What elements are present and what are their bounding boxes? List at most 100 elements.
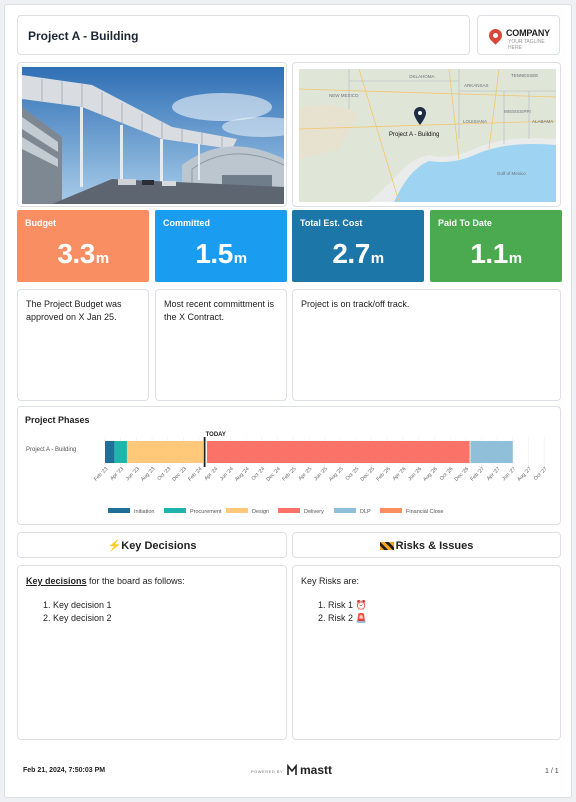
key-decisions-header: ⚡Key Decisions [17,532,287,558]
map-label-new-mexico: NEW MEXICO [329,93,359,98]
total-est-cost-kpi-tile: Total Est. Cost 2.7m [292,210,424,282]
axis-tick-label: Oct '23 [156,466,172,482]
page-number: 1 / 1 [545,768,559,775]
axis-tick-label: Feb '26 [375,466,391,482]
report-page: Project A - Building COMPANY YOUR TAGLIN… [4,4,572,798]
axis-tick-label: Feb '27 [469,466,485,482]
logo-pin-icon [486,26,505,45]
phase-bar-design[interactable] [126,441,204,463]
phase-bar-initiation[interactable] [105,441,115,463]
axis-tick-label: Jun '27 [501,466,517,482]
axis-tick-label: Feb '24 [187,466,203,482]
axis-tick-label: Aug '26 [422,466,439,483]
project-location-map[interactable]: OKLAHOMA ARKANSAS TENNESSEE NEW MEXICO M… [292,62,561,207]
paid-to-date-kpi-label: Paid To Date [438,218,492,228]
axis-tick-label: Aug '23 [140,466,157,483]
phase-bar-dlp[interactable] [470,441,513,463]
paid-to-date-kpi-tile: Paid To Date 1.1m [430,210,562,282]
map-label-tennessee: TENNESSEE [511,73,538,78]
axis-tick-label: Apr '25 [298,466,314,482]
risks-issues-title: Risks & Issues [395,540,474,552]
status-note-card: Project is on track/off track. [292,289,561,401]
company-logo: COMPANY YOUR TAGLINE HERE [477,15,560,55]
legend-swatch [334,508,356,513]
axis-tick-label: Feb '25 [281,466,297,482]
committed-kpi-value: 1.5m [195,238,247,269]
powered-by-label: POWERED BY [251,769,284,774]
budget-kpi-value: 3.3m [57,238,109,269]
committed-note-text: Most recent committment is the X Contrac… [164,299,275,322]
map-pin-icon[interactable] [414,107,426,125]
title-card: Project A - Building [17,15,470,55]
phase-row-label: Project A - Building [26,447,76,453]
axis-tick-label: Oct '27 [533,466,549,482]
list-item: Key decision 2 [53,612,112,625]
map-label-alabama: ALABAMA [532,119,553,124]
mastt-brand: mastt [300,763,333,777]
project-phases-title: Project Phases [25,415,90,425]
map-label-louisiana: LOUISIANA [463,119,487,124]
axis-tick-label: Oct '26 [439,466,455,482]
legend-label: DLP [360,509,371,515]
budget-note-card: The Project Budget was approved on X Jan… [17,289,149,401]
axis-tick-label: Jun '26 [407,466,423,482]
axis-tick-label: Apr '24 [203,466,219,482]
committed-kpi-label: Committed [163,218,210,228]
legend-swatch [380,508,402,513]
list-item: Risk 2 🚨 [328,612,367,625]
axis-tick-label: Aug '27 [516,466,533,483]
mastt-logo-icon [287,764,297,775]
construction-barrier-icon [379,542,394,551]
committed-note-card: Most recent committment is the X Contrac… [155,289,287,401]
legend-swatch [278,508,300,513]
logo-name: COMPANY [506,28,550,38]
report-timestamp: Feb 21, 2024, 7:50:03 PM [23,767,106,774]
axis-tick-label: Dec '23 [171,466,188,483]
list-item: Risk 1 ⏰ [328,599,367,612]
phase-bar-procurement[interactable] [114,441,127,463]
siren-light-icon: 🚨 [355,613,367,623]
legend-label: Design [252,509,269,515]
key-decisions-intro: Key decisions for the board as follows: [26,576,185,586]
axis-tick-label: Jun '25 [313,466,329,482]
key-decisions-body: Key decisions for the board as follows: … [17,565,287,740]
legend-label: Financial Close [406,509,444,515]
risks-intro: Key Risks are: [301,576,360,586]
risks-issues-header: Risks & Issues [292,532,561,558]
budget-kpi-tile: Budget 3.3m [17,210,149,282]
budget-note-text: The Project Budget was approved on X Jan… [26,299,122,322]
risks-issues-body: Key Risks are: Risk 1 ⏰ Risk 2 🚨 [292,565,561,740]
list-item: Key decision 1 [53,599,112,612]
committed-kpi-tile: Committed 1.5m [155,210,287,282]
project-photo [22,67,286,204]
axis-tick-label: Aug '24 [234,466,251,483]
legend-label: Procurement [190,509,222,515]
project-phases-card: Project Phases Project A - Building TODA… [17,406,561,525]
map-pin-label: Project A - Building [389,132,439,138]
axis-tick-label: Aug '25 [328,466,345,483]
axis-tick-label: Jun '23 [125,466,141,482]
axis-tick-label: Dec '24 [265,466,282,483]
axis-tick-label: Oct '25 [345,466,361,482]
map-label-arkansas: ARKANSAS [464,83,489,88]
map-label-gulf: Gulf of Mexico [497,171,526,176]
axis-tick-label: Dec '26 [454,466,471,483]
map-label-oklahoma: OKLAHOMA [409,74,435,79]
axis-tick-label: Jun '24 [219,466,235,482]
key-decisions-list: Key decision 1 Key decision 2 [41,599,112,625]
page-title: Project A - Building [28,29,139,43]
today-label: TODAY [206,432,226,438]
phase-bar-delivery[interactable] [206,441,470,463]
legend-label: Delivery [304,509,324,515]
total-est-cost-kpi-label: Total Est. Cost [300,218,363,228]
lightning-icon: ⚡ [107,540,122,552]
map-image: OKLAHOMA ARKANSAS TENNESSEE NEW MEXICO M… [298,68,557,203]
status-note-text: Project is on track/off track. [301,299,410,309]
budget-kpi-label: Budget [25,218,56,228]
axis-tick-label: Feb '23 [93,466,109,482]
paid-to-date-kpi-value: 1.1m [470,238,522,269]
axis-tick-label: Apr '23 [109,466,125,482]
legend-label: Initiation [134,509,155,515]
axis-tick-label: Oct '24 [251,466,267,482]
legend-swatch [108,508,130,513]
